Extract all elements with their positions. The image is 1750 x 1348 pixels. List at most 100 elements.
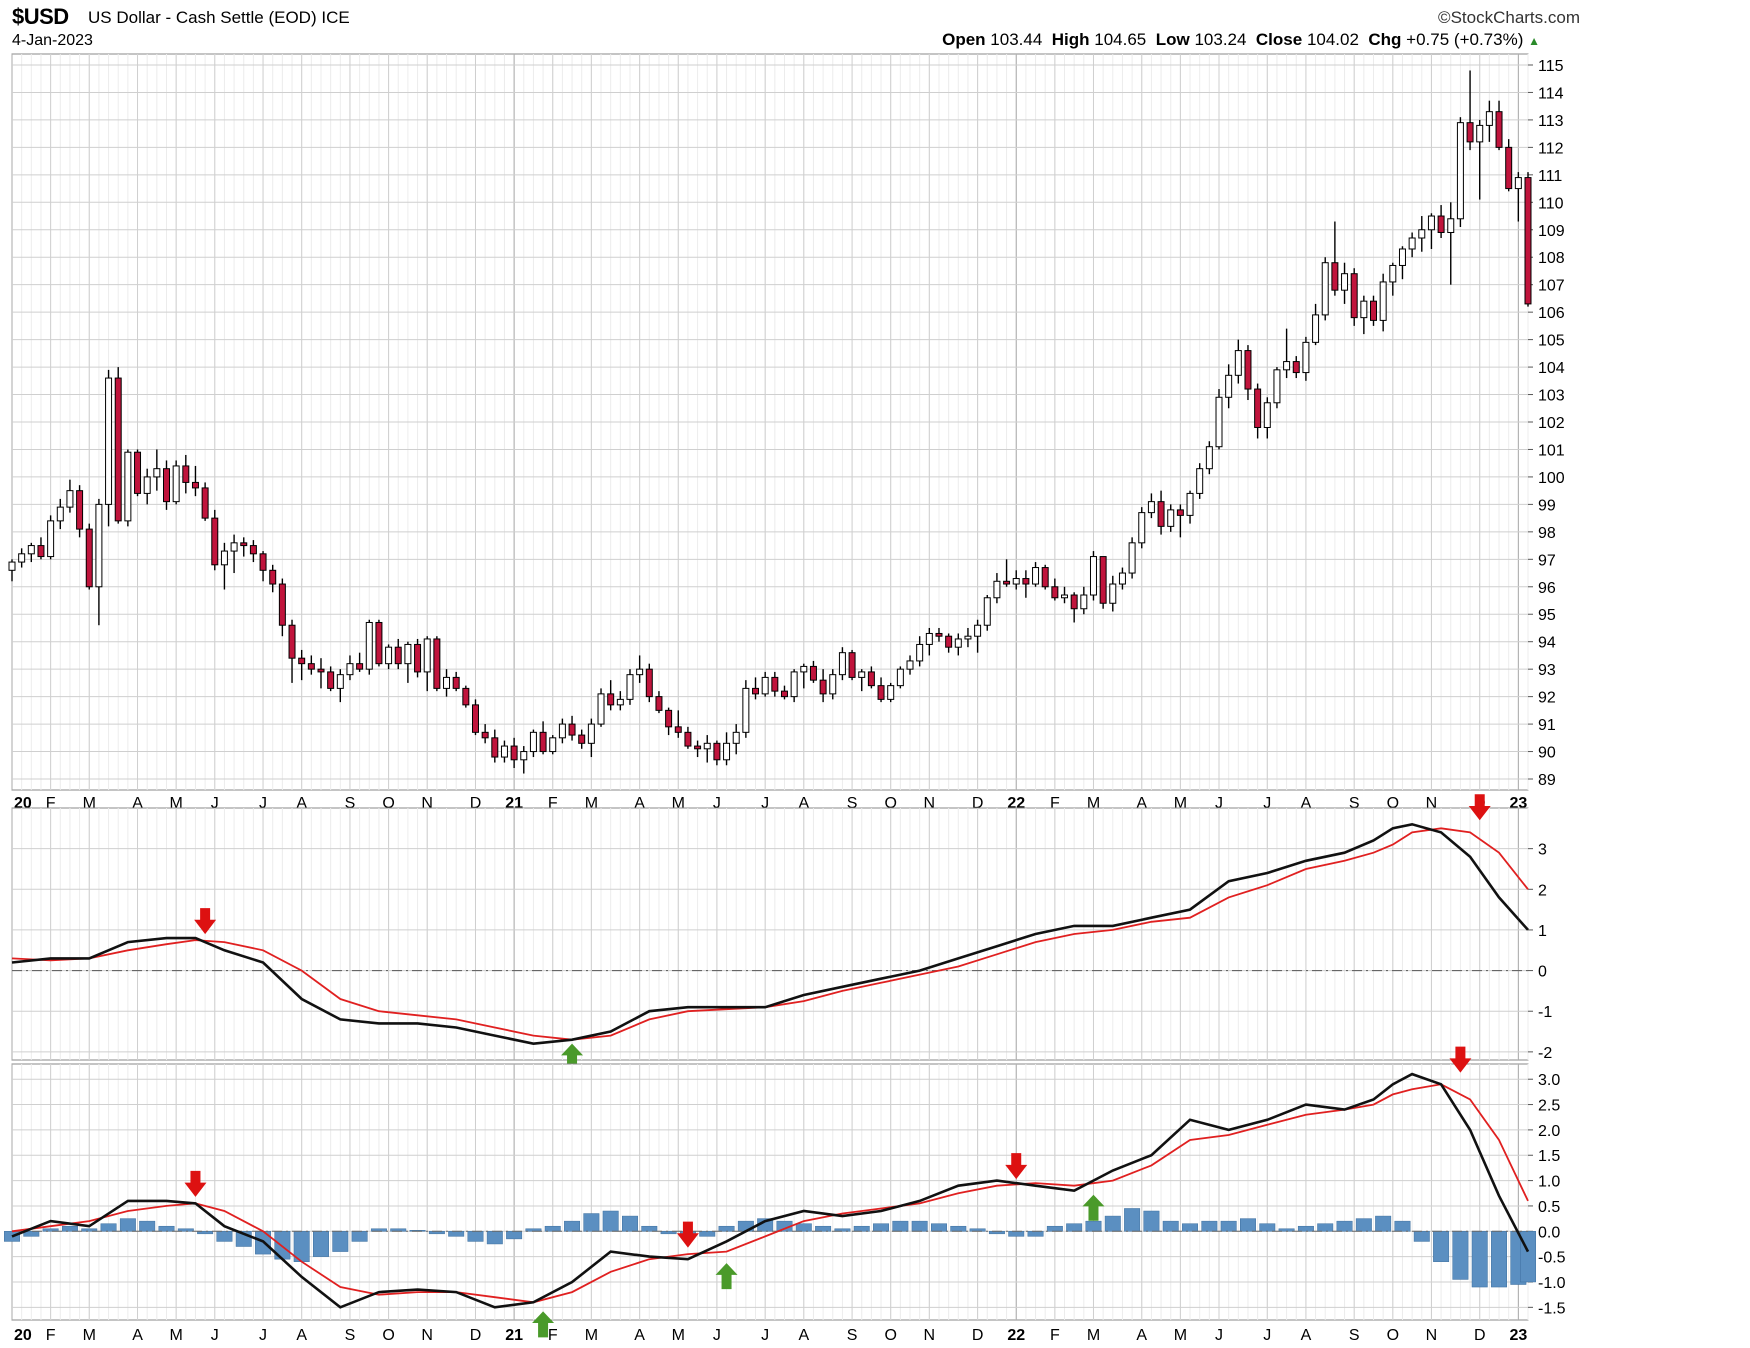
price-candle-up	[230, 542, 238, 552]
osc2-histogram-bar	[1162, 1220, 1179, 1232]
osc2-x-tick-label: A	[1136, 1327, 1147, 1344]
osc2-sell-arrow-icon	[676, 1221, 699, 1248]
price-candle-down	[491, 737, 499, 758]
osc2-y-tick-label: 3.0	[1538, 1072, 1560, 1089]
osc2-x-tick-label: O	[382, 1327, 394, 1344]
price-candle-up	[1089, 556, 1097, 596]
price-candle-up	[124, 451, 132, 522]
price-candle-up	[954, 638, 962, 648]
price-candle-up	[838, 652, 846, 676]
osc2-x-tick-label: J	[761, 1327, 769, 1344]
price-y-tick-label: 107	[1538, 278, 1565, 295]
price-candle-down	[307, 663, 315, 670]
price-candle-down	[471, 704, 479, 733]
price-candle-up	[8, 561, 16, 571]
price-candle-up	[906, 660, 914, 670]
low-label: Low	[1155, 30, 1190, 49]
osc2-x-tick-label: S	[847, 1327, 858, 1344]
price-candle-down	[935, 632, 943, 637]
osc2-sell-arrow-icon	[1449, 1046, 1472, 1073]
osc2-histogram-bar	[660, 1231, 677, 1235]
osc2-x-tick-label: A	[296, 1327, 307, 1344]
price-x-tick-label: F	[548, 795, 558, 812]
osc2-x-tick-label: 23	[1509, 1327, 1527, 1344]
price-candle-up	[1379, 281, 1387, 321]
oscillator-2-panel: -1.5 -1.0 -0.5 0.0 0.5 1.0 1.5 2.0 2.5 3.0 20 F M A M J…	[4, 1046, 1566, 1344]
osc2-x-tick-label: N	[421, 1327, 433, 1344]
price-x-tick-label: S	[847, 795, 858, 812]
osc1-main-line	[11, 822, 1529, 1046]
price-y-tick-label: 106	[1538, 305, 1565, 322]
price-candle-down	[1466, 122, 1474, 143]
price-y-tick-label: 104	[1538, 360, 1565, 377]
price-x-tick-label: A	[296, 795, 307, 812]
price-candle-down	[1437, 215, 1445, 234]
osc2-x-tick-label: A	[132, 1327, 143, 1344]
osc2-y-tick-label: -1.0	[1538, 1275, 1566, 1292]
osc1-y-tick-label: 3	[1538, 842, 1547, 859]
price-candle-up	[385, 646, 393, 665]
price-candle-down	[713, 742, 721, 761]
price-x-tick-label: S	[345, 795, 356, 812]
price-candle-up	[336, 674, 344, 689]
price-candle-up	[1080, 594, 1088, 610]
price-candle-up	[983, 597, 991, 626]
price-y-tick-label: 99	[1538, 497, 1556, 514]
osc2-x-tick-label: M	[585, 1327, 598, 1344]
price-panel: 89 90 91 92 93 94 95 96 97 98 99 100 101 102 103 104 105…	[8, 53, 1565, 812]
osc2-x-tick-label: J	[1215, 1327, 1223, 1344]
price-candle-down	[655, 696, 663, 711]
osc2-histogram-bar	[1394, 1220, 1411, 1232]
price-candle-down	[1350, 273, 1358, 319]
price-candle-down	[1041, 567, 1049, 588]
osc2-histogram-bar	[1239, 1218, 1256, 1232]
price-candle-up	[1389, 264, 1397, 283]
osc2-x-tick-label: J	[713, 1327, 721, 1344]
chg-label: Chg	[1368, 30, 1402, 49]
osc2-x-tick-label: M	[1087, 1327, 1100, 1344]
price-x-tick-label: J	[259, 795, 267, 812]
price-candle-down	[1524, 177, 1532, 305]
osc2-histogram-bar	[1085, 1220, 1102, 1232]
osc2-histogram-bar	[467, 1231, 484, 1242]
osc2-y-tick-label: -0.5	[1538, 1250, 1566, 1267]
chg-value: +0.75 (+0.73%)	[1406, 30, 1524, 49]
osc2-y-tick-label: 1.0	[1538, 1174, 1560, 1191]
price-candle-down	[249, 545, 257, 555]
price-candle-up	[404, 643, 412, 665]
price-y-tick-label: 105	[1538, 333, 1565, 350]
osc2-histogram-bar	[950, 1225, 967, 1232]
osc2-x-tick-label: A	[1301, 1327, 1312, 1344]
osc2-histogram-bar	[1471, 1231, 1488, 1288]
high-value: 104.65	[1094, 30, 1147, 49]
osc2-histogram-bar	[931, 1223, 947, 1232]
osc2-x-tick-label: N	[924, 1327, 936, 1344]
osc2-buy-arrow-icon	[1082, 1194, 1105, 1221]
price-candle-down	[819, 679, 827, 695]
osc2-y-tick-label: 1.5	[1538, 1148, 1560, 1165]
price-candle-up	[1312, 314, 1320, 343]
chg-up-arrow-icon: ▲	[1528, 34, 1540, 48]
osc2-x-tick-label: F	[1050, 1327, 1060, 1344]
osc2-histogram-bar	[1143, 1210, 1160, 1232]
price-candle-down	[674, 726, 682, 733]
price-candle-down	[752, 687, 760, 695]
price-x-tick-label: D	[470, 795, 482, 812]
osc2-histogram-bar	[1182, 1223, 1199, 1232]
osc2-histogram-bar	[42, 1228, 59, 1232]
price-candle-up	[1128, 542, 1136, 574]
price-candle-down	[578, 734, 586, 744]
osc1-y-tick-label: 0	[1538, 964, 1547, 981]
price-candle-down	[1003, 580, 1011, 585]
osc1-buy-arrow-icon	[561, 1043, 584, 1070]
open-value: 103.44	[990, 30, 1043, 49]
price-candle-up	[500, 745, 508, 758]
price-y-tick-label: 114	[1538, 85, 1564, 102]
price-candle-up	[887, 685, 895, 700]
price-candle-down	[877, 685, 885, 700]
osc2-histogram-bar	[1433, 1231, 1450, 1262]
price-candle-down	[1254, 388, 1262, 428]
price-candle-up	[1186, 492, 1194, 516]
price-candle-up	[1147, 501, 1155, 514]
